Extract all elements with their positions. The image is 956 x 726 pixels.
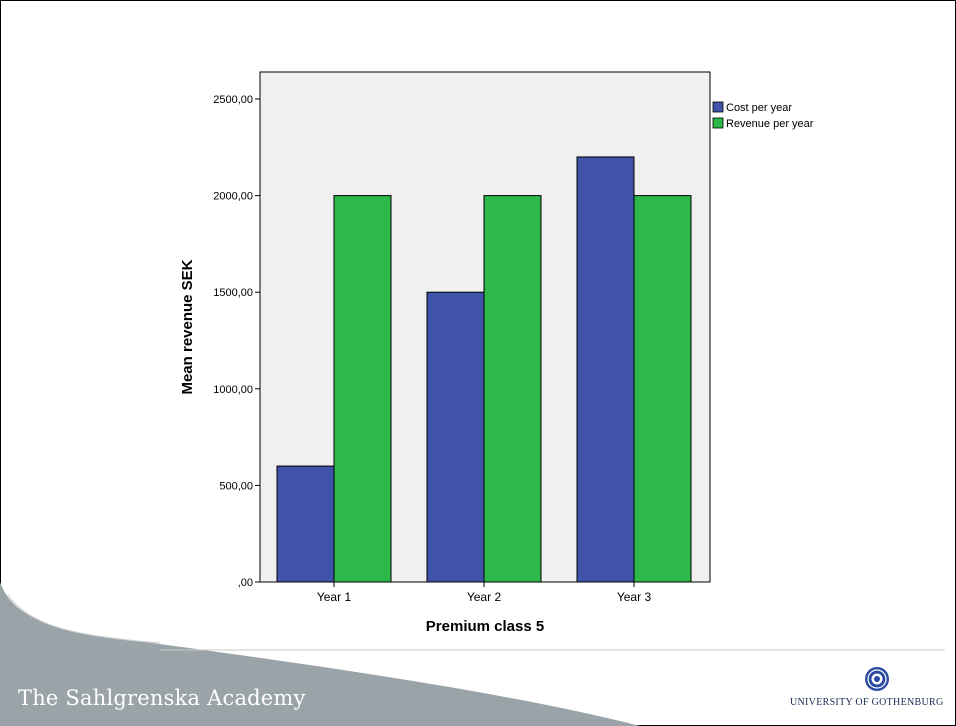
bar-revenue-1	[333, 195, 392, 583]
y-tick-label: 1000,00	[213, 384, 253, 396]
x-tick-label: Year 1	[317, 590, 352, 604]
legend-label-revenue: Revenue per year	[726, 118, 814, 130]
y-tick-label: 1500,00	[213, 287, 253, 299]
footer-swoosh-line	[7, 594, 161, 644]
x-tick-label: Year 3	[617, 590, 652, 604]
academy-wordmark: The Sahlgrenska Academy	[18, 686, 306, 710]
y-tick-label: 2000,00	[213, 191, 253, 203]
university-name: UNIVERSITY OF GOTHENBURG	[790, 697, 944, 708]
y-tick-label: 2500,00	[213, 94, 253, 106]
bar-revenue-2	[483, 195, 542, 583]
footer-swoosh	[0, 582, 640, 726]
y-axis-title: Mean revenue SEK	[179, 259, 196, 394]
bar-cost-2	[426, 291, 485, 583]
university-seal-icon	[865, 667, 889, 691]
y-tick-label: 500,00	[219, 480, 253, 492]
legend-swatch-revenue	[712, 117, 724, 129]
x-tick-label: Year 2	[467, 590, 502, 604]
y-axis: ,00 500,00 1000,00 1500,00 2000,00 2500,00	[213, 94, 260, 589]
bar-cost-1	[276, 465, 335, 583]
x-axis-title: Premium class 5	[426, 618, 544, 635]
x-axis: Year 1 Year 2 Year 3	[317, 582, 652, 604]
legend: Cost per year Revenue per year	[712, 101, 814, 130]
bar-revenue-3	[633, 195, 692, 583]
legend-swatch-cost	[712, 101, 724, 113]
y-tick-label: ,00	[238, 577, 253, 589]
bar-cost-3	[576, 156, 635, 583]
bars-group	[276, 156, 692, 583]
legend-label-cost: Cost per year	[726, 102, 792, 114]
